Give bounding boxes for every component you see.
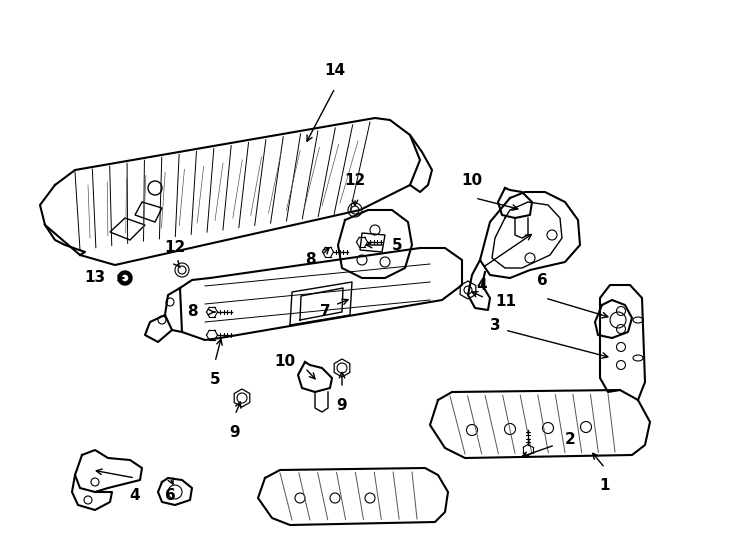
Text: 9: 9 bbox=[230, 425, 240, 440]
Text: 12: 12 bbox=[344, 173, 366, 188]
Text: 5: 5 bbox=[392, 238, 403, 253]
Text: 10: 10 bbox=[462, 173, 482, 188]
Text: 8: 8 bbox=[187, 305, 198, 320]
Text: 11: 11 bbox=[495, 294, 516, 309]
Text: 3: 3 bbox=[490, 318, 501, 333]
Text: 6: 6 bbox=[537, 273, 548, 288]
Text: 2: 2 bbox=[565, 433, 575, 448]
Text: 10: 10 bbox=[274, 354, 295, 369]
Text: 4: 4 bbox=[476, 278, 487, 293]
Text: 8: 8 bbox=[305, 253, 316, 267]
Text: 12: 12 bbox=[164, 240, 186, 255]
Text: 4: 4 bbox=[130, 488, 140, 503]
Text: 14: 14 bbox=[324, 63, 346, 78]
Text: 9: 9 bbox=[337, 398, 347, 413]
Text: 7: 7 bbox=[320, 305, 330, 320]
Text: 13: 13 bbox=[84, 271, 105, 286]
Text: 5: 5 bbox=[210, 372, 220, 387]
Text: 6: 6 bbox=[164, 488, 175, 503]
Text: 1: 1 bbox=[600, 478, 610, 493]
